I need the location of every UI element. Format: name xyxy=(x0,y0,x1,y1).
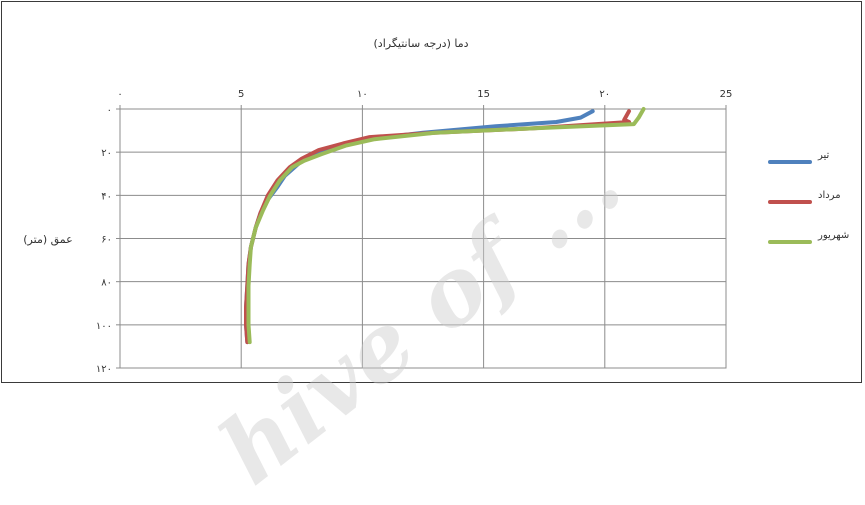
x-tick-label: 5 xyxy=(238,89,244,100)
legend-label-3: شهریور xyxy=(817,230,849,241)
legend-label-1: تیر xyxy=(817,150,830,161)
y-tick-label: ۴۰ xyxy=(101,191,112,202)
y-tick-label: ۱۰۰ xyxy=(96,321,112,332)
plot-area-border xyxy=(119,108,727,369)
legend-label-2: مرداد xyxy=(818,190,841,201)
x-tick-label: ۱۰ xyxy=(357,89,368,100)
y-tick-label: ۶۰ xyxy=(101,235,112,246)
x-tick-label: 25 xyxy=(720,89,733,100)
y-tick-label: ۸۰ xyxy=(101,278,112,289)
legend: تیر مرداد شهریور xyxy=(768,150,849,244)
chart-frame xyxy=(1,1,862,383)
series-line-2 xyxy=(244,109,631,345)
x-tick-label: ۰ xyxy=(117,89,122,100)
y-tick-label: ۲۰ xyxy=(101,148,112,159)
depth-temperature-chart: ۰ 5 ۱۰ 15 ۲۰ 25 ۰ ۲۰ ۴۰ ۶۰ ۸۰ ۱۰۰ ۱۲۰ تیر مرداد شهریو… xyxy=(23,37,849,375)
y-axis-label: عمق (متر) xyxy=(23,233,72,247)
plot-area xyxy=(119,108,727,369)
y-tick-label: ۱۲۰ xyxy=(96,364,112,375)
chart-title: دما (درجه سانتیگراد) xyxy=(374,37,469,50)
series-lines xyxy=(244,107,646,345)
series-line-1 xyxy=(244,109,595,345)
y-tick-label: ۰ xyxy=(107,105,112,116)
x-tick-label: ۲۰ xyxy=(599,89,610,100)
grid-lines xyxy=(116,105,727,369)
series-line-3 xyxy=(246,107,646,345)
x-tick-labels: ۰ 5 ۱۰ 15 ۲۰ 25 xyxy=(117,89,732,100)
y-tick-labels: ۰ ۲۰ ۴۰ ۶۰ ۸۰ ۱۰۰ ۱۲۰ xyxy=(96,105,112,375)
x-tick-label: 15 xyxy=(477,89,490,100)
